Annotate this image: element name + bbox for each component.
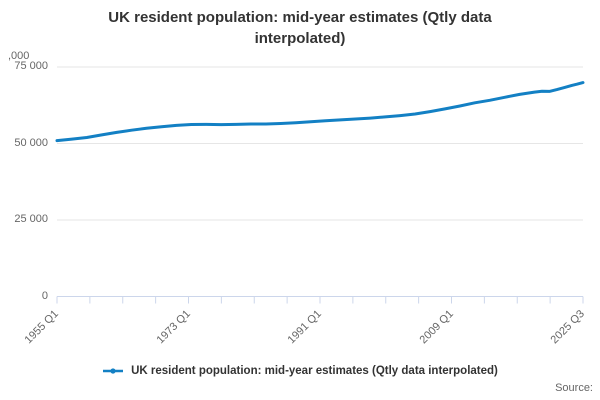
y-tick-label-0: 0 — [41, 289, 48, 302]
y-tick-label-75000: 75 000 — [14, 60, 48, 72]
legend-label: UK resident population: mid-year estimat… — [131, 365, 498, 377]
source-label: Source: — [555, 382, 593, 394]
chart-title-line1: UK resident population: mid-year estimat… — [108, 9, 492, 26]
chart-title: UK resident population: mid-year estimat… — [0, 7, 600, 49]
y-axis-unit-label: ,000 — [8, 50, 30, 62]
y-tick-label-25000: 25 000 — [14, 213, 48, 225]
legend-line-marker-icon — [103, 368, 124, 374]
x-axis-ticks — [56, 296, 584, 304]
legend-item-population[interactable]: UK resident population: mid-year estimat… — [102, 364, 498, 378]
legend: UK resident population: mid-year estimat… — [0, 362, 600, 380]
y-tick-label-50000: 50 000 — [14, 136, 48, 149]
population-series-line[interactable] — [55, 81, 585, 143]
chart-title-line2: interpolated) — [254, 30, 346, 47]
